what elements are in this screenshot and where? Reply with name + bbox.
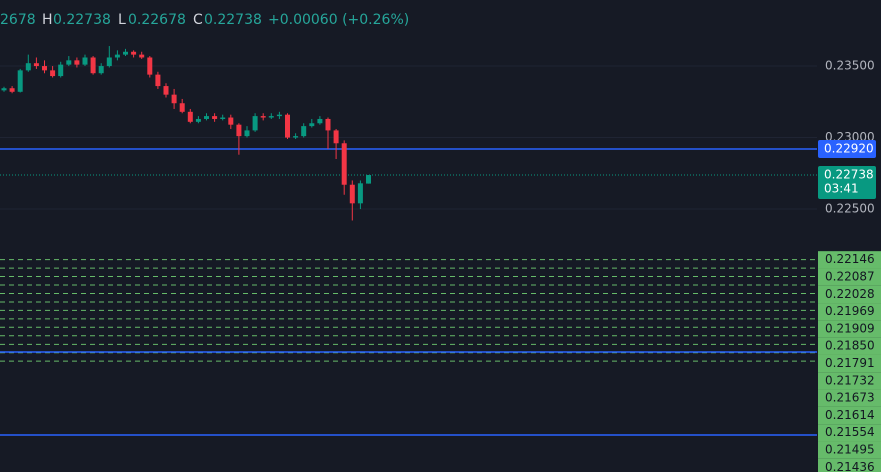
level-label: 0.21436 <box>825 460 875 472</box>
level-label: 0.21495 <box>825 442 875 456</box>
candle-body <box>187 111 193 122</box>
candle-body <box>349 184 355 204</box>
alert-label: 0.22920 <box>824 141 874 155</box>
candle-body <box>163 86 169 95</box>
level-tag <box>818 389 881 407</box>
candle-body <box>236 124 242 137</box>
candle-body <box>333 130 339 144</box>
level-tag <box>818 406 881 425</box>
level-label: 0.21969 <box>825 304 875 318</box>
level-tag <box>818 320 881 338</box>
y-tick-label: 0.23500 <box>825 59 875 73</box>
level-tag <box>818 372 881 390</box>
candle-body <box>317 118 323 124</box>
candle-body <box>17 70 23 92</box>
last-price-tag <box>818 166 876 200</box>
level-label: 0.21673 <box>825 391 875 405</box>
candle-body <box>74 60 80 65</box>
candle-body <box>123 51 128 55</box>
candle-body <box>268 116 274 118</box>
level-label: 0.21614 <box>825 408 875 422</box>
candle-body <box>260 116 266 118</box>
legend-item: 0.22738 <box>204 12 262 28</box>
candle-body <box>42 66 47 71</box>
candle-body <box>147 57 153 75</box>
candle-body <box>98 66 104 74</box>
candle-body <box>252 116 258 131</box>
candle-body <box>25 63 31 71</box>
level-tag <box>818 441 881 459</box>
candle-body <box>50 70 56 77</box>
countdown-label: 03:41 <box>824 182 859 196</box>
candle-body <box>139 54 145 58</box>
level-label: 0.22087 <box>825 269 875 283</box>
candle-body <box>58 64 64 77</box>
candle-body <box>1 88 7 91</box>
legend-item: L <box>118 12 126 28</box>
candle-body <box>309 123 315 127</box>
legend-item: H <box>42 12 53 28</box>
candle-body <box>82 57 88 65</box>
y-tick-label: 0.22500 <box>825 202 875 216</box>
candle-body <box>33 63 39 67</box>
level-label: 0.22146 <box>825 252 875 266</box>
candle-body <box>131 51 137 55</box>
level-label: 0.22028 <box>825 287 875 301</box>
candle-body <box>244 130 250 137</box>
legend-item: 2678 <box>0 12 36 28</box>
legend-item: 0.22678 <box>128 12 186 28</box>
alert-tag <box>818 139 876 158</box>
level-tag <box>818 251 881 269</box>
candle-body <box>171 94 177 104</box>
level-tag <box>818 354 881 373</box>
candle-body <box>276 114 282 117</box>
candle-body <box>325 118 331 131</box>
candle-body <box>341 143 347 185</box>
candle-body <box>228 117 234 125</box>
candle-body <box>155 74 161 87</box>
candle-body <box>90 57 96 74</box>
level-tag <box>818 337 881 355</box>
candle-body <box>179 103 185 112</box>
level-tag <box>818 424 881 442</box>
level-label: 0.21909 <box>825 321 875 335</box>
candle-body <box>301 126 307 137</box>
candle-body <box>285 114 290 138</box>
level-tag <box>818 458 881 472</box>
candle-body <box>220 117 226 119</box>
candle-body <box>9 88 15 92</box>
level-tag <box>818 268 881 286</box>
candle-body <box>204 116 209 119</box>
level-tag <box>818 285 881 304</box>
level-label: 0.21732 <box>825 373 875 387</box>
candle-body <box>293 136 299 138</box>
legend-item: +0.00060 (+0.26%) <box>268 12 409 28</box>
legend-item: C <box>193 12 203 28</box>
level-label: 0.21791 <box>825 356 875 370</box>
level-label: 0.21850 <box>825 339 875 353</box>
candle-body <box>357 183 363 204</box>
level-tag <box>818 303 881 321</box>
candle-body <box>106 57 112 67</box>
candle-body <box>212 116 218 119</box>
candle-body <box>195 118 201 122</box>
candle-body <box>366 175 371 184</box>
last-price-label: 0.22738 <box>824 168 874 182</box>
candle-body <box>66 60 72 65</box>
legend-item: 0.22738 <box>53 12 111 28</box>
candle-body <box>114 54 120 58</box>
level-label: 0.21554 <box>825 425 875 439</box>
